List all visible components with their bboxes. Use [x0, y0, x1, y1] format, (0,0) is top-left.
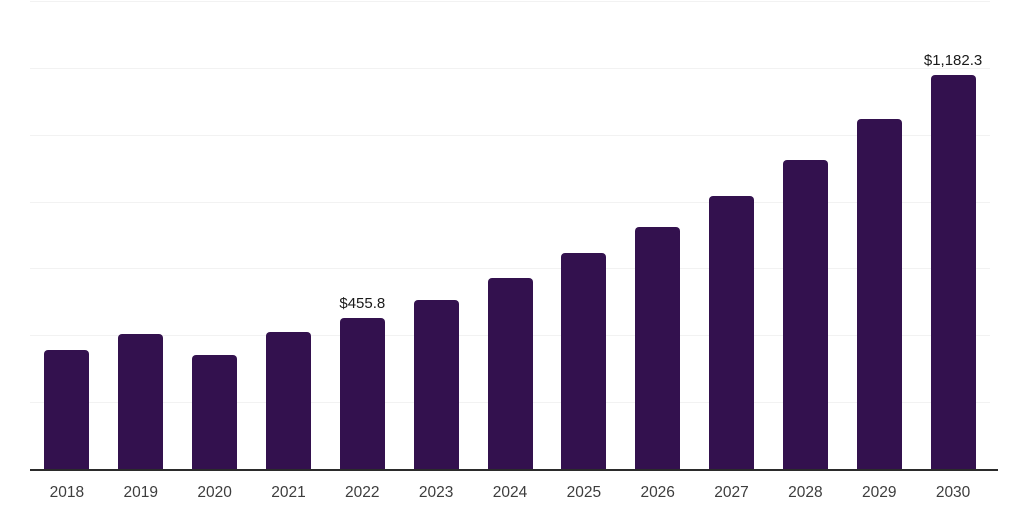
gridline	[30, 134, 990, 136]
x-axis-line	[30, 469, 998, 471]
data-label-2030: $1,182.3	[923, 51, 983, 69]
x-tick-label-2023: 2023	[418, 484, 454, 501]
bar-2021	[265, 331, 311, 470]
gridline	[30, 67, 990, 69]
bar-2026	[635, 227, 681, 470]
x-tick-label-2022: 2022	[345, 484, 380, 501]
x-tick-label-2018: 2018	[49, 484, 85, 501]
bar-2020	[192, 354, 238, 470]
gridline	[30, 201, 990, 203]
x-axis-labels: 2018 2019 2020 2021 2022 2023 2024 2025 2026 2027…	[30, 485, 990, 505]
x-tick-label-2028: 2028	[788, 484, 823, 501]
plot-area: $455.8 $1,182.3	[30, 1, 990, 470]
bar-2025	[561, 253, 607, 470]
bar-2029	[856, 119, 902, 470]
bar-2022	[339, 317, 385, 470]
data-label-2022: $455.8	[339, 294, 386, 312]
gridline	[30, 268, 990, 270]
bar-2027	[709, 196, 755, 470]
bar-2030	[930, 74, 976, 470]
bar-2024	[487, 278, 533, 470]
bar-2023	[413, 299, 459, 470]
x-tick-label-2026: 2026	[640, 484, 675, 501]
bar-2018	[44, 349, 90, 470]
x-tick-label-2021: 2021	[271, 484, 306, 501]
gridline	[30, 1, 990, 2]
bar-2028	[782, 160, 828, 470]
x-tick-label-2024: 2024	[492, 484, 528, 501]
x-tick-label-2019: 2019	[123, 484, 159, 501]
x-tick-label-2029: 2029	[861, 484, 897, 501]
x-tick-label-2027: 2027	[714, 484, 749, 501]
bar-2019	[118, 333, 164, 470]
x-tick-label-2020: 2020	[197, 484, 232, 501]
x-tick-label-2030: 2030	[935, 484, 971, 501]
x-tick-label-2025: 2025	[566, 484, 602, 501]
